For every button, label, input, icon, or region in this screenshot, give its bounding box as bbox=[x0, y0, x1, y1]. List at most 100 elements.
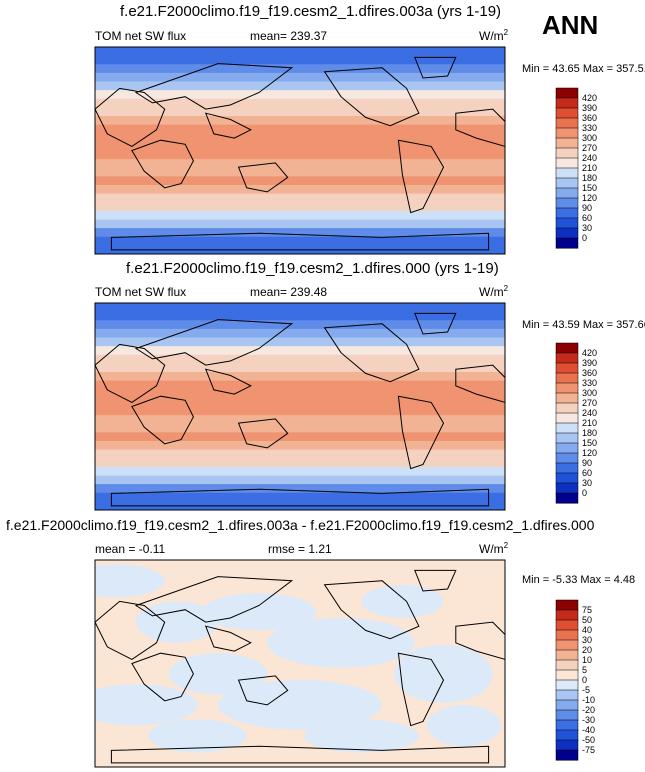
map-band bbox=[95, 90, 505, 100]
map-band bbox=[95, 236, 505, 246]
map-blob bbox=[267, 617, 415, 668]
colorbar-tick-label: 10 bbox=[582, 655, 592, 665]
coastline bbox=[455, 364, 505, 403]
colorbar-tick-label: 240 bbox=[582, 408, 597, 418]
colorbar-swatch bbox=[555, 127, 579, 139]
colorbar-tick-label: 180 bbox=[582, 173, 597, 183]
map-blob bbox=[218, 680, 382, 730]
map-band bbox=[95, 228, 505, 238]
panel1-mean: mean= 239.37 bbox=[250, 29, 327, 43]
panel2-minmax: Min = 43.59 Max = 357.66 bbox=[522, 319, 645, 331]
map-band bbox=[95, 176, 505, 186]
panel3-units-sup: 2 bbox=[503, 541, 509, 550]
colorbar-tick-label: 0 bbox=[582, 488, 587, 498]
colorbar-tick-label: 390 bbox=[582, 103, 597, 113]
colorbar-tick-label: 420 bbox=[582, 93, 597, 103]
coastline bbox=[95, 600, 166, 660]
map-band bbox=[95, 47, 505, 57]
colorbar-swatch bbox=[555, 699, 579, 711]
coastline bbox=[134, 576, 294, 623]
colorbar-swatch bbox=[555, 382, 579, 394]
colorbar-tick-label: 330 bbox=[582, 378, 597, 388]
map-band bbox=[95, 328, 505, 339]
coastline bbox=[455, 621, 505, 660]
coastline bbox=[131, 652, 194, 702]
map-border bbox=[94, 302, 506, 511]
map-band bbox=[95, 98, 505, 108]
colorbar-tick-label: 0 bbox=[582, 233, 587, 243]
colorbar-tick-label: 300 bbox=[582, 133, 597, 143]
coastline bbox=[204, 112, 252, 139]
coastline bbox=[204, 368, 252, 395]
map-band bbox=[95, 466, 505, 477]
panel2-mean: mean= 239.48 bbox=[250, 285, 327, 299]
colorbar-swatch bbox=[555, 689, 579, 701]
coastline bbox=[414, 569, 457, 592]
colorbar-swatch bbox=[555, 472, 579, 484]
map-band bbox=[95, 337, 505, 347]
colorbar-swatch bbox=[555, 669, 579, 681]
map-band bbox=[95, 219, 505, 229]
map-band bbox=[95, 320, 505, 330]
map-band bbox=[95, 441, 505, 451]
map-band bbox=[95, 72, 505, 83]
colorbar-swatch bbox=[555, 452, 579, 464]
panel2-mean-label: mean= bbox=[250, 285, 288, 299]
map-blob bbox=[304, 719, 419, 753]
panel3-rmse-value: 1.21 bbox=[308, 542, 332, 556]
panel1-minmax: Min = 43.65 Max = 357.51 bbox=[522, 63, 645, 75]
coastline bbox=[204, 625, 252, 652]
colorbar-tick-label: 330 bbox=[582, 123, 597, 133]
colorbar-swatch bbox=[555, 629, 579, 641]
colorbar-swatch bbox=[555, 342, 579, 354]
map-band bbox=[95, 185, 505, 195]
coastline bbox=[95, 87, 166, 147]
coastline bbox=[95, 343, 166, 403]
colorbar-swatch bbox=[555, 649, 579, 661]
panel1-units-base: W/m bbox=[479, 29, 504, 43]
map-band bbox=[95, 193, 505, 203]
map-band bbox=[95, 389, 505, 399]
colorbar-swatch bbox=[555, 739, 579, 751]
coastline bbox=[131, 139, 194, 189]
colorbar-swatch bbox=[555, 117, 579, 129]
colorbar-tick-label: 90 bbox=[582, 203, 592, 213]
panel1-units-sup: 2 bbox=[503, 28, 509, 37]
colorbar-tick-label: -20 bbox=[582, 705, 595, 715]
colorbar-swatch bbox=[555, 482, 579, 494]
map-band bbox=[95, 141, 505, 152]
coastline bbox=[237, 162, 289, 193]
colorbar-tick-label: 60 bbox=[582, 213, 592, 223]
colorbar-swatch bbox=[555, 639, 579, 651]
colorbar-tick-label: 20 bbox=[582, 645, 592, 655]
colorbar-swatch bbox=[555, 729, 579, 741]
colorbar-swatch bbox=[555, 97, 579, 109]
colorbar-swatch bbox=[555, 237, 579, 249]
map-band bbox=[95, 354, 505, 364]
panel3-title: f.e21.F2000climo.f19_f19.cesm2_1.dfires.… bbox=[6, 517, 595, 533]
map-band bbox=[95, 406, 505, 416]
colorbar-swatch bbox=[555, 167, 579, 179]
colorbar-swatch bbox=[555, 87, 579, 99]
colorbar-swatch bbox=[555, 197, 579, 209]
map-band bbox=[95, 107, 505, 117]
map-band bbox=[95, 150, 505, 160]
panel2-variable-label: TOM net SW flux bbox=[95, 285, 187, 299]
colorbar-swatch bbox=[555, 719, 579, 731]
colorbar-tick-label: 75 bbox=[582, 605, 592, 615]
map-band bbox=[95, 116, 505, 126]
panel1-mean-value: 239.37 bbox=[290, 29, 328, 43]
colorbar-tick-label: -10 bbox=[582, 695, 595, 705]
colorbar-tick-label: -50 bbox=[582, 735, 595, 745]
colorbar-swatch bbox=[555, 749, 579, 761]
colorbar-swatch bbox=[555, 492, 579, 504]
colorbar-swatch bbox=[555, 432, 579, 444]
coastline bbox=[110, 745, 490, 764]
coastline bbox=[110, 232, 490, 251]
map-band bbox=[95, 210, 505, 221]
colorbar-tick-label: 30 bbox=[582, 478, 592, 488]
colorbar-tick-label: 270 bbox=[582, 398, 597, 408]
colorbar-swatch bbox=[555, 599, 579, 611]
colorbar-swatch bbox=[555, 679, 579, 691]
